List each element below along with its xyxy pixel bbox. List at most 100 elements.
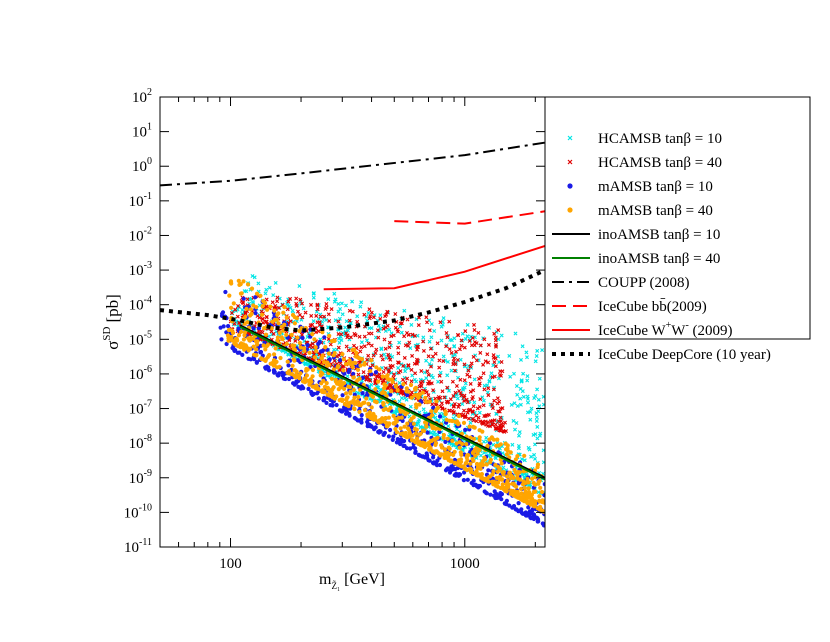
- scatter-point: [390, 364, 395, 368]
- scatter-point: [405, 376, 410, 381]
- y-tick-base: 10: [129, 228, 144, 244]
- scatter-point: [539, 489, 545, 495]
- scatter-point: [372, 417, 377, 422]
- scatter-point: [223, 289, 228, 295]
- scatter-point: [359, 300, 364, 305]
- scatter-point: [402, 334, 407, 339]
- scatter-point: [497, 423, 502, 428]
- scatter-point: [336, 309, 341, 314]
- scatter-point: [366, 311, 371, 315]
- scatter-point: [431, 405, 436, 410]
- scatter-point: [462, 362, 467, 367]
- scatter-point: [311, 319, 316, 324]
- scatter-point: [456, 413, 461, 419]
- scatter-point: [298, 297, 303, 302]
- scatter-point: [369, 372, 374, 377]
- scatter-point: [524, 492, 529, 497]
- scatter-point: [474, 358, 479, 363]
- svg-text:σSD[pb]: σSD [pb]: [101, 294, 122, 350]
- scatter-point: [344, 344, 349, 349]
- scatter-point: [526, 400, 530, 405]
- scatter-point: [486, 342, 491, 347]
- scatter-point: [337, 316, 342, 321]
- scatter-point: [351, 371, 356, 376]
- scatter-point: [322, 314, 327, 319]
- scatter-point: [461, 478, 466, 483]
- scatter-point: [314, 349, 319, 354]
- scatter-point: [387, 355, 392, 360]
- scatter-point: [251, 326, 256, 331]
- scatter-point: [478, 472, 483, 477]
- scatter-point: [337, 379, 343, 384]
- scatter-point: [277, 330, 282, 335]
- scatter-point: [294, 372, 299, 377]
- scatter-point: [488, 457, 493, 462]
- scatter-point: [532, 396, 537, 400]
- scatter-point: [347, 367, 352, 372]
- scatter-point: [468, 435, 473, 440]
- scatter-point: [472, 425, 477, 430]
- scatter-point: [340, 382, 345, 387]
- legend-entry-deepcore: IceCube DeepCore (10 year): [598, 347, 771, 363]
- scatter-point: [272, 317, 277, 322]
- scatter-point: [504, 429, 508, 434]
- scatter-point: [336, 387, 341, 392]
- scatter-point: [334, 394, 339, 399]
- scatter-point: [462, 395, 466, 400]
- legend-swatch: [567, 135, 573, 141]
- scatter-point: [336, 319, 341, 324]
- scatter-point: [229, 311, 234, 315]
- scatter-point: [442, 395, 447, 400]
- scatter-point: [402, 308, 407, 313]
- legend-entry-inoamsb40: inoAMSB tanβ = 40: [598, 251, 720, 267]
- scatter-point: [437, 414, 443, 419]
- scatter-point: [258, 293, 263, 298]
- scatter-point: [499, 360, 504, 364]
- scatter-point: [358, 349, 363, 354]
- scatter-point: [347, 308, 352, 313]
- scatter-point: [336, 345, 341, 350]
- scatter-point: [465, 477, 470, 482]
- scatter-point: [326, 351, 331, 356]
- scatter-point: [316, 329, 321, 334]
- scatter-point: [254, 339, 259, 344]
- scatter-point: [344, 391, 349, 396]
- scatter-point: [394, 440, 399, 445]
- scatter-point: [485, 383, 490, 388]
- scatter-point: [397, 399, 402, 404]
- scatter-point: [300, 301, 305, 306]
- scatter-point: [240, 308, 245, 312]
- scatter-point: [535, 462, 541, 467]
- scatter-point: [406, 363, 411, 368]
- scatter-point: [443, 454, 448, 459]
- scatter-point: [429, 438, 434, 444]
- scatter-point: [430, 357, 434, 362]
- y-tick-label: 10-6: [129, 364, 152, 383]
- scatter-point: [441, 435, 446, 440]
- scatter-point: [520, 389, 525, 394]
- scatter-point: [430, 460, 436, 465]
- scatter-point: [489, 435, 494, 440]
- scatter-point: [538, 485, 543, 490]
- scatter-point: [524, 480, 529, 485]
- scatter-point: [333, 377, 338, 382]
- y-axis-label-main: σ: [103, 341, 122, 350]
- scatter-point: [481, 439, 486, 444]
- scatter-point: [536, 481, 541, 486]
- scatter-point: [478, 397, 483, 402]
- scatter-point: [303, 361, 308, 366]
- scatter-point: [327, 333, 332, 338]
- scatter-point: [308, 365, 313, 370]
- scatter-point: [493, 364, 498, 369]
- scatter-point: [470, 416, 475, 421]
- scatter-point: [524, 350, 529, 355]
- scatter-point: [324, 381, 329, 386]
- legend-ww-sup1: +: [666, 320, 672, 331]
- scatter-point: [310, 345, 315, 350]
- scatter-point: [398, 426, 403, 431]
- x-axis-label-main: m: [319, 571, 332, 588]
- scatter-point: [411, 445, 416, 450]
- y-tick-base: 10: [132, 125, 147, 141]
- scatter-point: [324, 302, 329, 306]
- scatter-point: [310, 374, 315, 379]
